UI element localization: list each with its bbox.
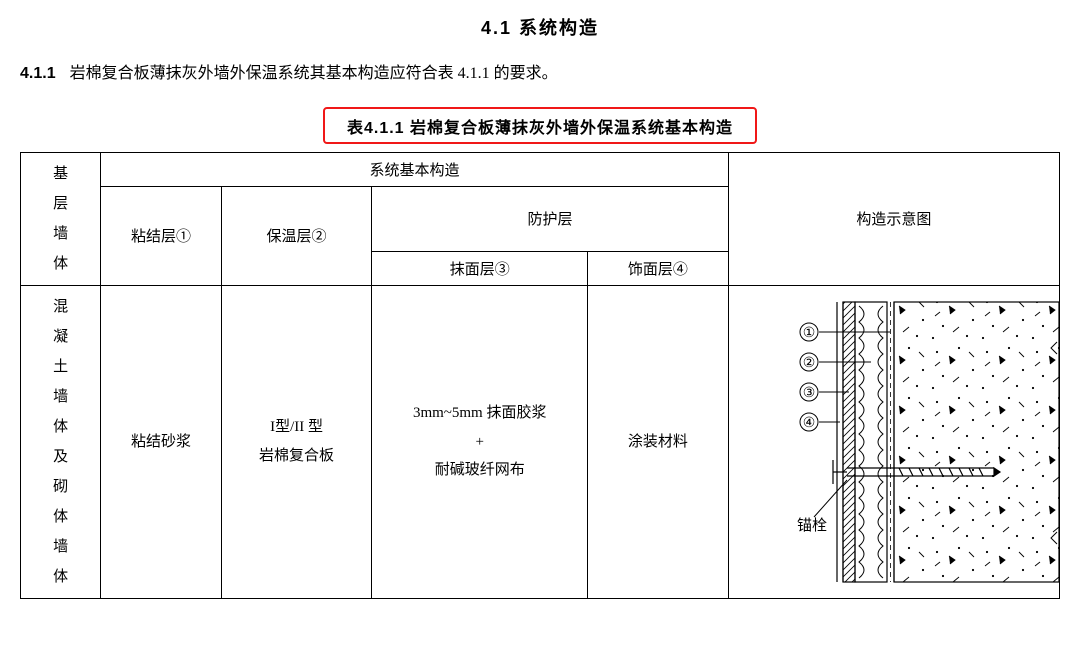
paragraph-text: 岩棉复合板薄抹灰外墙外保温系统其基本构造应符合表 4.1.1 的要求。	[70, 65, 558, 82]
paragraph-number: 4.1.1	[20, 65, 56, 82]
header-row-1: 基层墙体 系统基本构造 构造示意图	[21, 152, 1060, 186]
section-heading: 系统构造	[519, 18, 599, 38]
cell-adhesive: 粘结砂浆	[101, 285, 221, 598]
col-group-system: 系统基本构造	[101, 152, 728, 186]
cell-plaster: 3mm~5mm 抹面胶浆 + 耐碱玻纤网布	[372, 285, 588, 598]
paragraph: 4.1.1 岩棉复合板薄抹灰外墙外保温系统其基本构造应符合表 4.1.1 的要求…	[20, 60, 1060, 89]
plaster-line2: +	[376, 428, 583, 457]
col-insulation: 保温层②	[221, 186, 372, 285]
col-base-wall: 基层墙体	[21, 152, 101, 285]
body-row: 混凝土墙体及砌体墙体 粘结砂浆 I型/II 型岩棉复合板 3mm~5mm 抹面胶…	[21, 285, 1060, 598]
table-caption: 表4.1.1 岩棉复合板薄抹灰外墙外保温系统基本构造	[323, 107, 757, 144]
col-adhesive: 粘结层①	[101, 186, 221, 285]
diagram-label-1: ①	[803, 326, 816, 341]
section-title: 4.1 系统构造	[20, 14, 1060, 40]
cell-insulation: I型/II 型岩棉复合板	[221, 285, 372, 598]
table-caption-wrap: 表4.1.1 岩棉复合板薄抹灰外墙外保温系统基本构造	[20, 107, 1060, 144]
structure-table: 基层墙体 系统基本构造 构造示意图 粘结层① 保温层② 防护层 抹面层③ 饰面层…	[20, 152, 1060, 599]
section-number: 4.1	[481, 18, 512, 38]
construction-diagram: ① ② ③ ④	[729, 292, 1059, 592]
diagram-label-4: ④	[803, 416, 816, 431]
col-finish: 饰面层④	[588, 251, 729, 285]
col-group-protect: 防护层	[372, 186, 728, 251]
cell-finish: 涂装材料	[588, 285, 729, 598]
col-diagram: 构造示意图	[728, 152, 1059, 285]
cell-base-wall: 混凝土墙体及砌体墙体	[21, 285, 101, 598]
plaster-line3: 耐碱玻纤网布	[376, 456, 583, 485]
diagram-label-2: ②	[803, 356, 816, 371]
diagram-label-3: ③	[803, 386, 816, 401]
cell-diagram: ① ② ③ ④	[728, 285, 1059, 598]
anchor-label: 锚栓	[797, 517, 827, 534]
plaster-line1: 3mm~5mm 抹面胶浆	[376, 399, 583, 428]
col-plaster: 抹面层③	[372, 251, 588, 285]
